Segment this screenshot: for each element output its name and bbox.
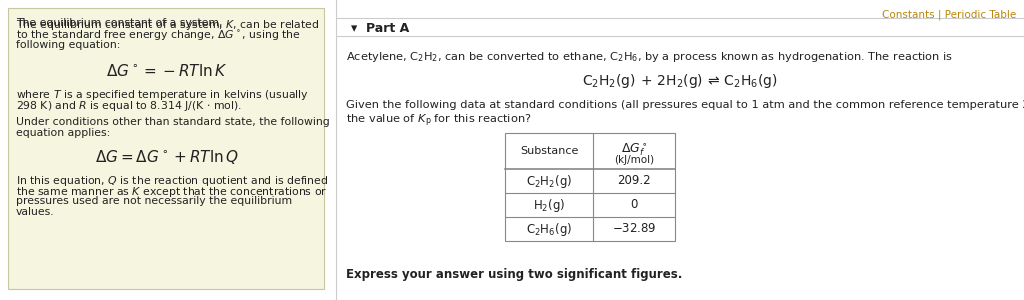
Text: $-$32.89: $-$32.89 [612, 223, 656, 236]
Text: Constants | Periodic Table: Constants | Periodic Table [882, 10, 1016, 20]
Text: $\Delta G^\circ = -RT\ln K$: $\Delta G^\circ = -RT\ln K$ [106, 63, 227, 79]
Text: $\mathrm{H_2(g)}$: $\mathrm{H_2(g)}$ [532, 196, 565, 214]
Bar [505, 133, 675, 241]
Text: Under conditions other than standard state, the following: Under conditions other than standard sta… [16, 117, 330, 127]
Text: the same manner as $K$ except that the concentrations or: the same manner as $K$ except that the c… [16, 185, 328, 199]
Text: 209.2: 209.2 [617, 175, 651, 188]
Text: The equilibrium constant of a system, $K$, can be related: The equilibrium constant of a system, $K… [16, 18, 319, 32]
Text: $\mathrm{C_2H_2(g)\,+\,2H_2(g)\,\rightleftharpoons\,C_2H_6(g)}$: $\mathrm{C_2H_2(g)\,+\,2H_2(g)\,\rightle… [582, 72, 778, 90]
Text: 298 K) and $R$ is equal to 8.314 J/(K $\cdot$ mol).: 298 K) and $R$ is equal to 8.314 J/(K $\… [16, 99, 242, 113]
Text: $\mathrm{C_2H_6(g)}$: $\mathrm{C_2H_6(g)}$ [526, 220, 572, 238]
Text: In this equation, $Q$ is the reaction quotient and is defined: In this equation, $Q$ is the reaction qu… [16, 174, 329, 188]
Text: ▾  Part A: ▾ Part A [351, 22, 410, 35]
Text: equation applies:: equation applies: [16, 128, 111, 138]
Text: $\Delta G = \Delta G^\circ + RT\ln Q$: $\Delta G = \Delta G^\circ + RT\ln Q$ [95, 148, 239, 166]
Text: values.: values. [16, 207, 54, 217]
Text: Express your answer using two significant figures.: Express your answer using two significan… [346, 268, 682, 281]
Text: Acetylene, $\mathrm{C_2H_2}$, can be converted to ethane, $\mathrm{C_2H_6}$, by : Acetylene, $\mathrm{C_2H_2}$, can be con… [346, 50, 953, 64]
Bar [8, 8, 324, 289]
Text: $\mathrm{C_2H_2(g)}$: $\mathrm{C_2H_2(g)}$ [526, 172, 572, 190]
Text: where $T$ is a specified temperature in kelvins (usually: where $T$ is a specified temperature in … [16, 88, 309, 102]
Text: pressures used are not necessarily the equilibrium: pressures used are not necessarily the e… [16, 196, 292, 206]
Text: following equation:: following equation: [16, 40, 121, 50]
Text: $\Delta G^\circ_f$: $\Delta G^\circ_f$ [621, 141, 647, 158]
Text: to the standard free energy change, $\Delta G^\circ$, using the: to the standard free energy change, $\De… [16, 29, 301, 43]
Text: Given the following data at standard conditions (all pressures equal to 1 atm an: Given the following data at standard con… [346, 100, 1024, 110]
Text: The equilibrium constant of a system,: The equilibrium constant of a system, [16, 18, 222, 28]
Text: Substance: Substance [520, 146, 579, 156]
Text: (kJ/mol): (kJ/mol) [614, 155, 654, 165]
Text: the value of $K_\mathrm{p}$ for this reaction?: the value of $K_\mathrm{p}$ for this rea… [346, 113, 531, 129]
Text: 0: 0 [631, 199, 638, 212]
